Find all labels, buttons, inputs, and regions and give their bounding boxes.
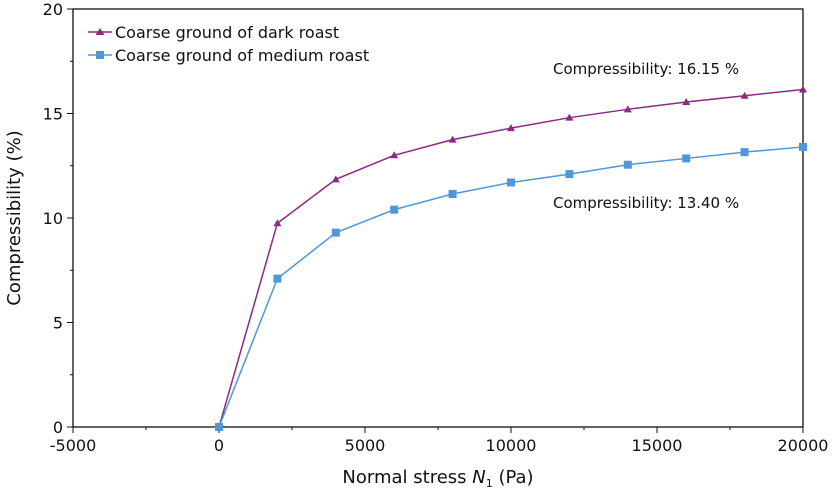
data-point-medium — [507, 178, 515, 187]
data-point-medium — [331, 228, 340, 237]
data-point-dark — [799, 85, 807, 93]
data-point-medium — [390, 205, 399, 214]
legend-marker-medium — [96, 51, 104, 59]
series-line-0 — [218, 88, 804, 428]
data-point-dark — [565, 113, 574, 121]
legend: Coarse ground of dark roast Coarse groun… — [88, 23, 369, 65]
data-point-dark — [623, 105, 632, 113]
legend-label-dark: Coarse ground of dark roast — [115, 23, 339, 42]
data-point-dark — [331, 175, 340, 183]
y-tick-label: 5 — [53, 314, 63, 333]
series-line-1 — [218, 146, 804, 428]
data-point-dark — [682, 98, 691, 106]
legend-label-medium: Coarse ground of medium roast — [115, 46, 369, 65]
data-point-dark — [448, 135, 457, 143]
legend-marker-dark — [95, 28, 105, 35]
y-tick-label: 0 — [53, 418, 63, 437]
data-point-dark — [507, 124, 515, 132]
data-point-dark — [273, 219, 282, 227]
data-point-medium — [623, 160, 632, 169]
data-point-dark — [390, 151, 399, 159]
x-tick-label: 10000 — [486, 436, 537, 455]
data-point-medium — [682, 154, 691, 163]
x-tick-label: 15000 — [632, 436, 683, 455]
x-axis-label: Normal stress N1 (Pa) — [342, 467, 533, 490]
y-axis-label: Compressibility (%) — [4, 130, 25, 305]
y-tick-label: 10 — [43, 209, 63, 228]
x-tick-label: 20000 — [778, 436, 829, 455]
data-point-dark — [740, 91, 749, 99]
y-tick-label: 20 — [43, 0, 63, 19]
annotation-medium: Compressibility: 13.40 % — [553, 194, 739, 212]
data-point-medium — [565, 170, 574, 179]
data-point-medium — [740, 148, 749, 157]
x-tick-label: 5000 — [345, 436, 386, 455]
data-point-medium — [273, 274, 282, 283]
data-point-medium — [215, 423, 223, 431]
annotation-dark: Compressibility: 16.15 % — [553, 60, 739, 78]
x-tick-label: -5000 — [50, 436, 97, 455]
y-tick-label: 15 — [43, 105, 63, 124]
x-tick-label: 0 — [214, 436, 224, 455]
data-point-medium — [799, 142, 807, 151]
data-point-medium — [448, 189, 457, 198]
